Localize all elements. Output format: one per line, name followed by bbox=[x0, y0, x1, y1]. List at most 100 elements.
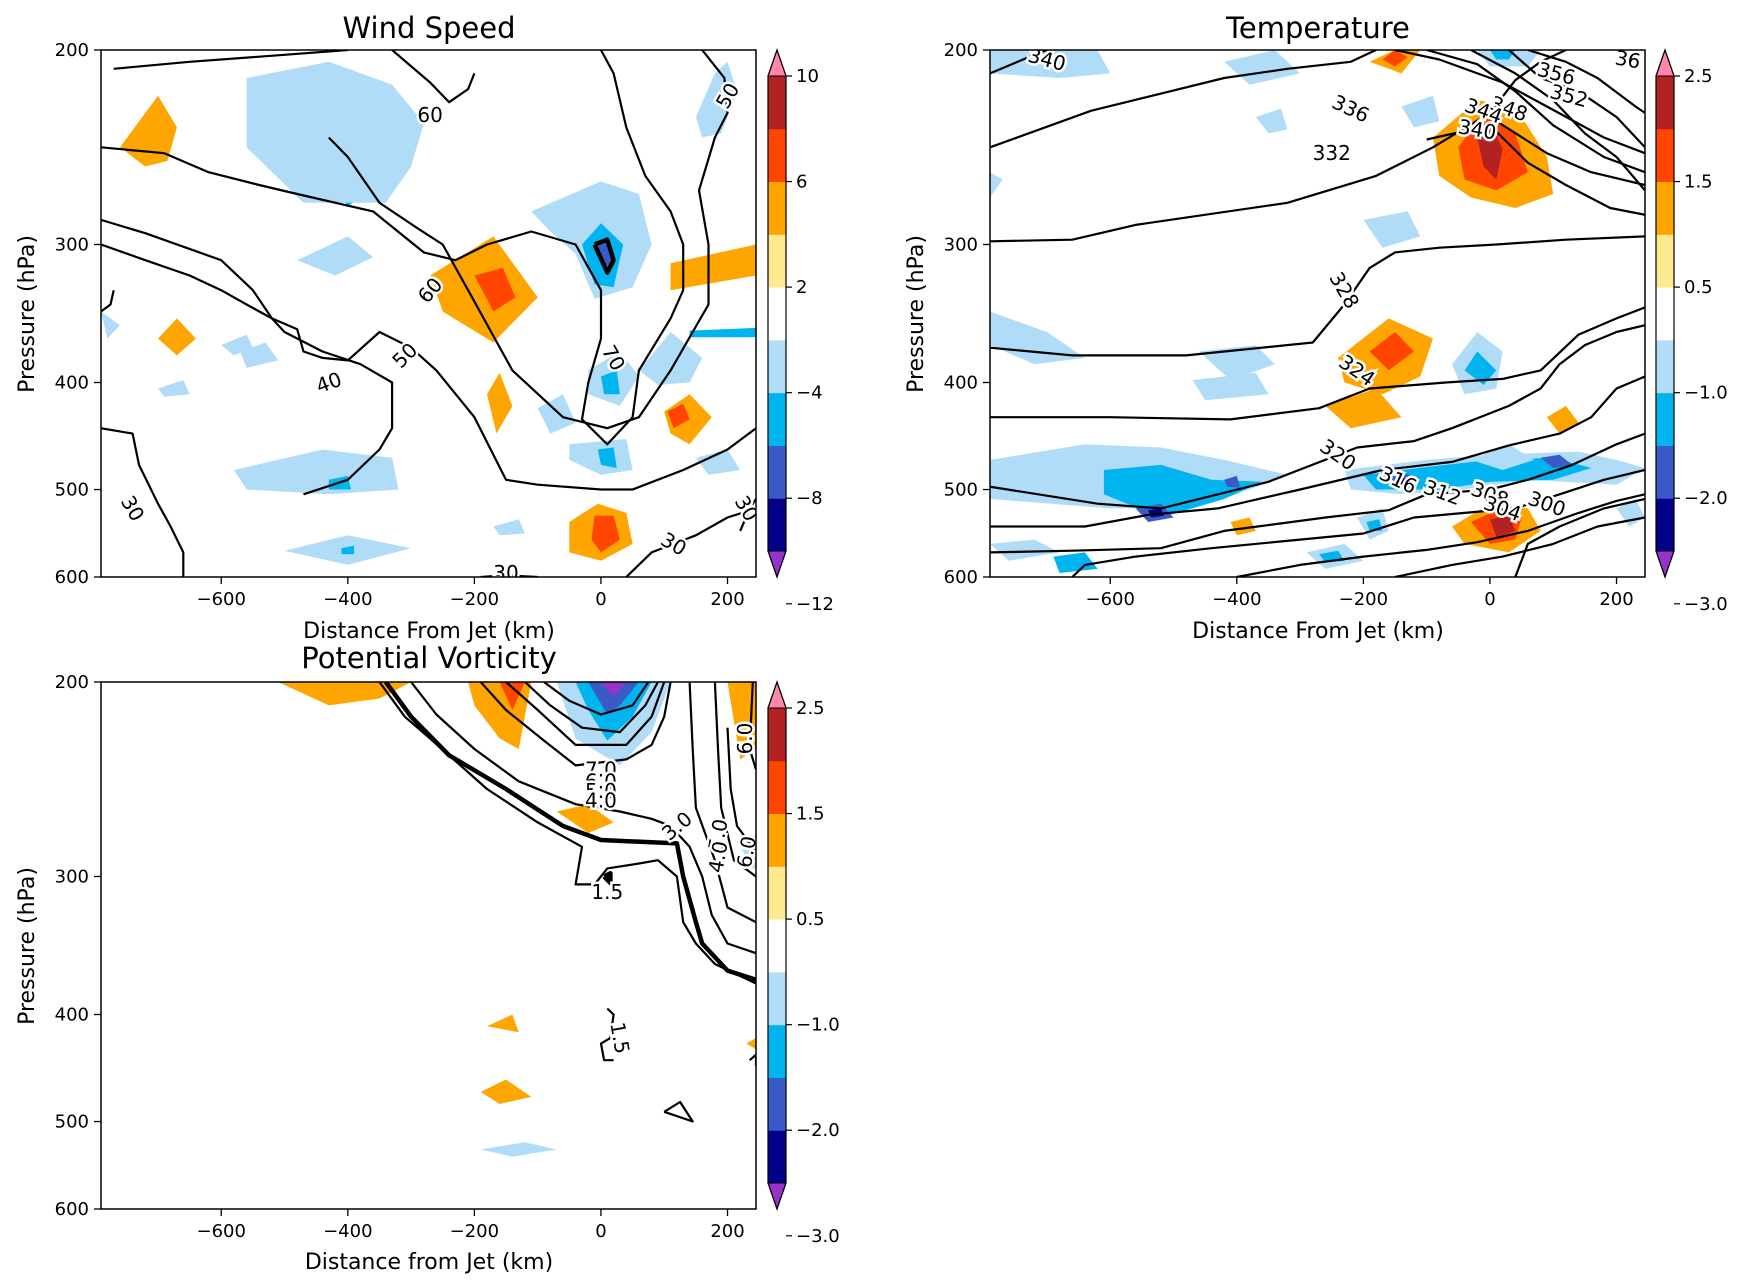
contour-label: 1.5 bbox=[591, 880, 623, 904]
colorbar-extend-max bbox=[767, 680, 787, 709]
colorbar-tick-label: −3.0 bbox=[1684, 594, 1728, 615]
filled-region bbox=[670, 244, 756, 291]
colorbar-tick-label: −1.0 bbox=[1684, 383, 1728, 404]
contour-line bbox=[1071, 468, 1645, 577]
axes-frame bbox=[100, 681, 757, 1210]
contour-line bbox=[592, 237, 616, 275]
filled-region bbox=[667, 403, 690, 429]
filled-region bbox=[1540, 454, 1573, 468]
contour-label: 60 bbox=[417, 103, 442, 127]
colorbar-extend-max bbox=[767, 48, 787, 77]
x-tick-label: −400 bbox=[323, 1221, 372, 1242]
contour-line bbox=[1527, 50, 1645, 114]
colorbar-tick-label: −4 bbox=[796, 383, 823, 404]
y-tick-label: 400 bbox=[944, 372, 978, 393]
potential-vorticity-plot: 7.06.05.04.03.0 5.04.0 6.06.01.51.5−600 −40… bbox=[55, 672, 757, 1242]
colorbar-segment bbox=[768, 498, 786, 552]
y-tick-label: 500 bbox=[55, 1112, 89, 1133]
colorbar-segment bbox=[768, 1130, 786, 1184]
contour-label: 5.0 bbox=[585, 779, 617, 803]
filled-region bbox=[499, 682, 525, 710]
contour-line bbox=[990, 50, 1567, 243]
contour-label: 352 bbox=[1548, 79, 1591, 112]
filled-region bbox=[468, 682, 532, 749]
contour-line bbox=[713, 682, 756, 878]
contour-line bbox=[113, 50, 348, 70]
filled-region bbox=[1471, 444, 1535, 470]
colorbar-tick-label: −8 bbox=[796, 488, 823, 509]
contour-label: 4.0 bbox=[585, 788, 617, 812]
colorbar-segment bbox=[1656, 76, 1674, 130]
potential-vorticity-colorbar: −3.0 −2.0 −1.0 0.5 1.5 2.5 bbox=[767, 680, 840, 1247]
colorbar-segment bbox=[768, 76, 786, 130]
y-tick-label: 300 bbox=[944, 235, 978, 256]
filled-region bbox=[727, 682, 756, 760]
filled-region bbox=[588, 682, 639, 715]
contour-line bbox=[479, 682, 672, 767]
contour-line bbox=[1470, 50, 1645, 192]
potential-vorticity-title: Potential Vorticity bbox=[301, 641, 556, 675]
colorbar-tick-label: 2.5 bbox=[1684, 66, 1713, 87]
contour-line bbox=[1394, 516, 1645, 577]
contour-line bbox=[543, 682, 650, 716]
x-tick-label: −400 bbox=[323, 589, 372, 610]
temperature-xlabel: Distance From Jet (km) bbox=[1192, 619, 1444, 644]
potential-vorticity-panel: Potential Vorticity Distance from Jet (k… bbox=[15, 641, 840, 1275]
contour-label: 30 bbox=[657, 527, 691, 561]
filled-region bbox=[537, 394, 576, 434]
contour-label: 30 bbox=[116, 491, 150, 525]
filled-region bbox=[1255, 108, 1288, 134]
contour-label: 7.0 bbox=[585, 757, 617, 781]
filled-region bbox=[1198, 345, 1275, 381]
contour-line bbox=[410, 682, 756, 955]
colorbar-segment bbox=[768, 339, 786, 394]
contour-line bbox=[1394, 50, 1645, 155]
contour-label: 1.5 bbox=[605, 1020, 634, 1055]
contour-label: 30 bbox=[730, 491, 764, 525]
colorbar-segment bbox=[768, 181, 786, 235]
contour-label: 4.0 bbox=[703, 839, 732, 874]
filled-region bbox=[158, 318, 196, 356]
contour-line bbox=[391, 50, 476, 104]
y-tick-label: 600 bbox=[944, 567, 978, 588]
colorbar-segment bbox=[1656, 392, 1674, 446]
x-tick-label: 0 bbox=[595, 589, 606, 610]
colorbar-extend-min bbox=[1655, 550, 1675, 579]
potential-vorticity-ylabel: Pressure (hPa) bbox=[15, 867, 40, 1025]
contour-label: 332 bbox=[1313, 141, 1351, 165]
filled-region bbox=[556, 804, 614, 833]
contour-label: 328 bbox=[1324, 268, 1364, 313]
colorbar-extend-min bbox=[767, 550, 787, 579]
contour-line bbox=[1508, 50, 1645, 149]
y-tick-label: 400 bbox=[55, 372, 89, 393]
filled-region bbox=[233, 449, 399, 495]
filled-region bbox=[1401, 95, 1440, 128]
filled-region bbox=[480, 1142, 557, 1157]
x-tick-label: −200 bbox=[1339, 589, 1388, 610]
filled-region bbox=[1395, 477, 1411, 485]
colorbar-extend-max bbox=[1655, 48, 1675, 77]
filled-region bbox=[597, 447, 617, 468]
filled-region bbox=[480, 1079, 532, 1104]
filled-region bbox=[1363, 457, 1592, 490]
x-tick-label: 200 bbox=[1599, 589, 1633, 610]
potential-vorticity-xlabel: Distance from Jet (km) bbox=[305, 1250, 553, 1275]
contour-line bbox=[383, 682, 756, 982]
contour-line bbox=[1236, 493, 1645, 577]
contour-line bbox=[625, 507, 756, 577]
filled-region bbox=[601, 682, 627, 697]
colorbar-segment bbox=[768, 445, 786, 499]
y-tick-label: 200 bbox=[55, 672, 89, 693]
axes-frame bbox=[989, 49, 1646, 578]
contour-label: 6.0 bbox=[733, 723, 757, 755]
y-tick-label: 400 bbox=[55, 1005, 89, 1026]
filled-region bbox=[120, 95, 177, 167]
contour-label: 3.0 bbox=[657, 807, 697, 846]
colorbar-tick-label: 2 bbox=[796, 277, 807, 298]
x-tick-label: −200 bbox=[450, 589, 499, 610]
contour-label: 336 bbox=[1328, 90, 1373, 128]
colorbar-segment bbox=[768, 813, 786, 867]
